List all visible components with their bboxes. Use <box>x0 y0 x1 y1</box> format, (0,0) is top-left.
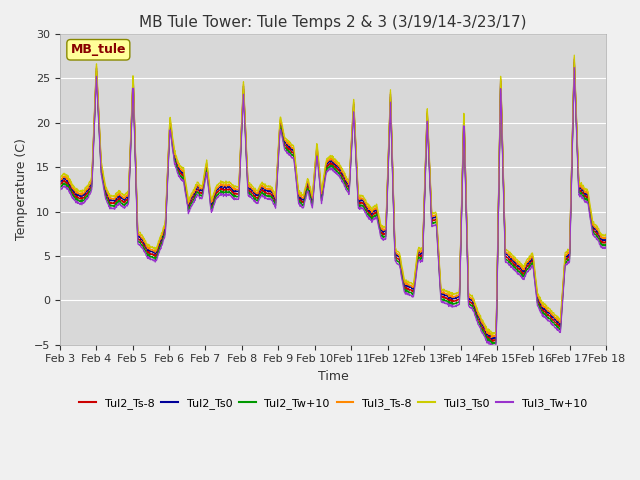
Tul2_Ts0 <box>570 57 578 62</box>
Tul3_Tw+10 <box>288 155 296 160</box>
Tul3_Tw+10 <box>309 200 317 206</box>
Tul2_Tw+10 <box>367 215 374 221</box>
Tul3_Ts0 <box>488 332 495 337</box>
Tul2_Ts-8 <box>309 195 317 201</box>
Tul2_Ts-8 <box>299 200 307 205</box>
Tul3_Tw+10 <box>367 217 374 223</box>
Y-axis label: Temperature (C): Temperature (C) <box>15 138 28 240</box>
Tul2_Ts0 <box>56 178 63 184</box>
Tul3_Ts0 <box>602 233 610 239</box>
Tul2_Tw+10 <box>299 202 307 208</box>
Line: Tul2_Tw+10: Tul2_Tw+10 <box>60 65 606 344</box>
Text: MB_tule: MB_tule <box>70 43 126 56</box>
Tul3_Tw+10 <box>56 186 63 192</box>
Tul3_Ts-8 <box>56 177 63 182</box>
Legend: Tul2_Ts-8, Tul2_Ts0, Tul2_Tw+10, Tul3_Ts-8, Tul3_Ts0, Tul3_Tw+10: Tul2_Ts-8, Tul2_Ts0, Tul2_Tw+10, Tul3_Ts… <box>75 394 591 414</box>
Tul3_Ts0 <box>56 174 63 180</box>
Line: Tul3_Ts0: Tul3_Ts0 <box>60 55 606 335</box>
Line: Tul3_Ts-8: Tul3_Ts-8 <box>60 58 606 337</box>
Tul3_Ts-8 <box>299 195 307 201</box>
Tul2_Tw+10 <box>98 172 106 178</box>
Tul3_Tw+10 <box>602 245 610 251</box>
Tul3_Ts-8 <box>309 191 317 196</box>
Tul2_Tw+10 <box>570 62 578 68</box>
Tul2_Tw+10 <box>602 242 610 248</box>
Tul2_Ts0 <box>288 146 296 152</box>
Tul3_Ts0 <box>98 163 106 168</box>
Tul3_Ts-8 <box>602 235 610 241</box>
Line: Tul2_Ts-8: Tul2_Ts-8 <box>60 62 606 342</box>
Tul2_Ts0 <box>309 192 317 198</box>
Tul2_Ts0 <box>299 197 307 203</box>
X-axis label: Time: Time <box>317 370 348 383</box>
Tul3_Ts0 <box>309 188 317 193</box>
Tul2_Ts0 <box>120 196 128 202</box>
Tul2_Tw+10 <box>56 183 63 189</box>
Tul2_Ts0 <box>367 209 374 215</box>
Tul3_Ts0 <box>367 205 374 211</box>
Tul2_Ts-8 <box>570 60 578 65</box>
Tul2_Tw+10 <box>288 152 296 157</box>
Tul2_Ts-8 <box>488 339 495 345</box>
Title: MB Tule Tower: Tule Temps 2 & 3 (3/19/14-3/23/17): MB Tule Tower: Tule Temps 2 & 3 (3/19/14… <box>140 15 527 30</box>
Tul3_Ts-8 <box>488 335 495 340</box>
Tul3_Ts0 <box>299 192 307 198</box>
Tul2_Tw+10 <box>488 341 495 347</box>
Tul2_Tw+10 <box>309 197 317 203</box>
Tul3_Tw+10 <box>98 175 106 181</box>
Tul3_Tw+10 <box>120 204 128 210</box>
Line: Tul2_Ts0: Tul2_Ts0 <box>60 60 606 339</box>
Tul3_Ts-8 <box>288 144 296 150</box>
Tul2_Ts-8 <box>98 170 106 176</box>
Tul2_Ts0 <box>488 336 495 342</box>
Tul2_Ts0 <box>602 237 610 243</box>
Tul2_Ts-8 <box>288 149 296 155</box>
Tul3_Tw+10 <box>299 205 307 211</box>
Tul2_Ts-8 <box>367 212 374 218</box>
Tul2_Tw+10 <box>120 202 128 207</box>
Tul2_Ts-8 <box>120 199 128 205</box>
Tul3_Ts-8 <box>367 208 374 214</box>
Line: Tul3_Tw+10: Tul3_Tw+10 <box>60 68 606 347</box>
Tul2_Ts-8 <box>602 240 610 246</box>
Tul3_Ts0 <box>288 142 296 148</box>
Tul3_Tw+10 <box>488 344 495 350</box>
Tul3_Ts0 <box>570 52 578 58</box>
Tul3_Ts-8 <box>570 55 578 60</box>
Tul3_Ts0 <box>120 192 128 198</box>
Tul2_Ts-8 <box>56 181 63 187</box>
Tul2_Ts0 <box>98 167 106 173</box>
Tul3_Ts-8 <box>120 195 128 201</box>
Tul3_Tw+10 <box>570 65 578 71</box>
Tul3_Ts-8 <box>98 165 106 171</box>
